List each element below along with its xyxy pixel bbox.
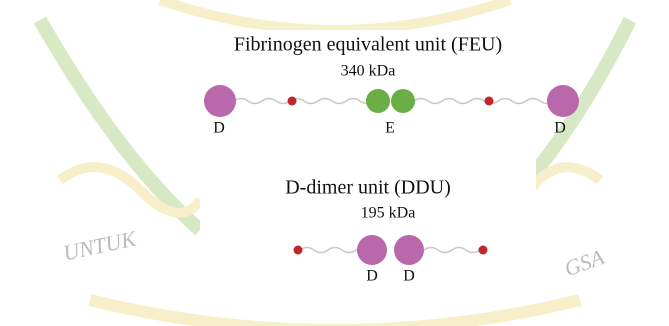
ddu-title: D-dimer unit (DDU) (285, 177, 451, 199)
domain-label: D (366, 268, 378, 285)
domain-label: D (403, 268, 415, 285)
ddu-mass: 195 kDa (361, 205, 416, 222)
domain-label: D (554, 120, 566, 137)
watermark-text: UNTUK (61, 225, 139, 265)
feu-title: Fibrinogen equivalent unit (FEU) (234, 34, 502, 56)
domain-label: E (385, 120, 395, 137)
figure: UNTUK GSA Fibrinogen equivalent unit (FE… (0, 0, 669, 326)
domain-label: D (213, 120, 225, 137)
feu-mass: 340 kDa (341, 63, 396, 80)
watermark-text: GSA (561, 244, 608, 281)
